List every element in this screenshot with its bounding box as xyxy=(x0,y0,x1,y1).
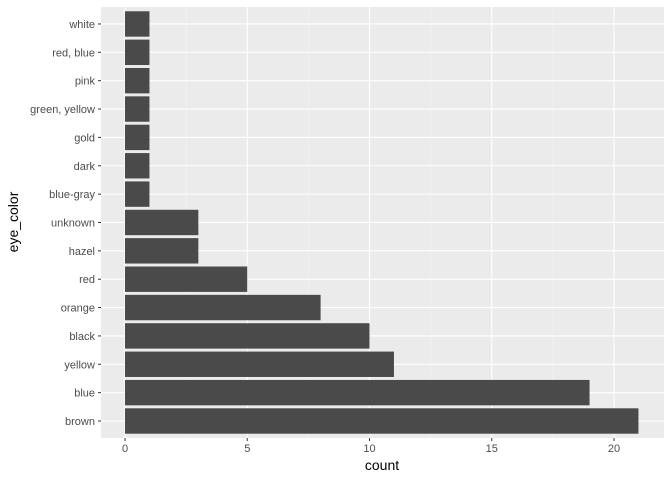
y-tick-label: brown xyxy=(65,416,95,428)
y-tick-label: unknown xyxy=(51,217,95,229)
x-tick-label: 5 xyxy=(244,443,250,455)
x-tick-label: 15 xyxy=(486,443,498,455)
bar xyxy=(125,209,199,236)
bar xyxy=(125,67,150,94)
y-tick-label: white xyxy=(68,19,95,31)
bar xyxy=(125,39,150,66)
bar xyxy=(125,408,639,434)
bar xyxy=(125,153,150,179)
y-tick-label: blue-gray xyxy=(49,189,95,201)
bar xyxy=(125,96,150,122)
bar xyxy=(125,11,150,37)
bar xyxy=(125,351,394,377)
x-tick-label: 0 xyxy=(122,443,128,455)
y-tick-label: red xyxy=(79,274,95,286)
y-tick-label: orange xyxy=(61,303,95,315)
y-tick-label: yellow xyxy=(64,359,95,371)
x-tick-label: 20 xyxy=(608,443,620,455)
y-tick-label: hazel xyxy=(69,246,95,258)
bar xyxy=(125,124,150,151)
y-tick-label: blue xyxy=(74,388,95,400)
y-tick-label: gold xyxy=(74,132,95,144)
y-axis-label: eye_color xyxy=(5,191,21,252)
bar xyxy=(125,379,590,406)
y-tick-label: black xyxy=(69,331,95,343)
y-tick-label: dark xyxy=(74,161,96,173)
x-axis-label: count xyxy=(365,457,399,473)
bar xyxy=(125,323,370,349)
y-tick-label: pink xyxy=(75,76,96,88)
bar xyxy=(125,266,248,292)
y-tick-label: red, blue xyxy=(52,47,95,59)
y-tick-label: green, yellow xyxy=(30,104,95,116)
x-tick-label: 10 xyxy=(363,443,375,455)
bar xyxy=(125,181,150,207)
bar xyxy=(125,238,199,264)
bar xyxy=(125,294,321,321)
